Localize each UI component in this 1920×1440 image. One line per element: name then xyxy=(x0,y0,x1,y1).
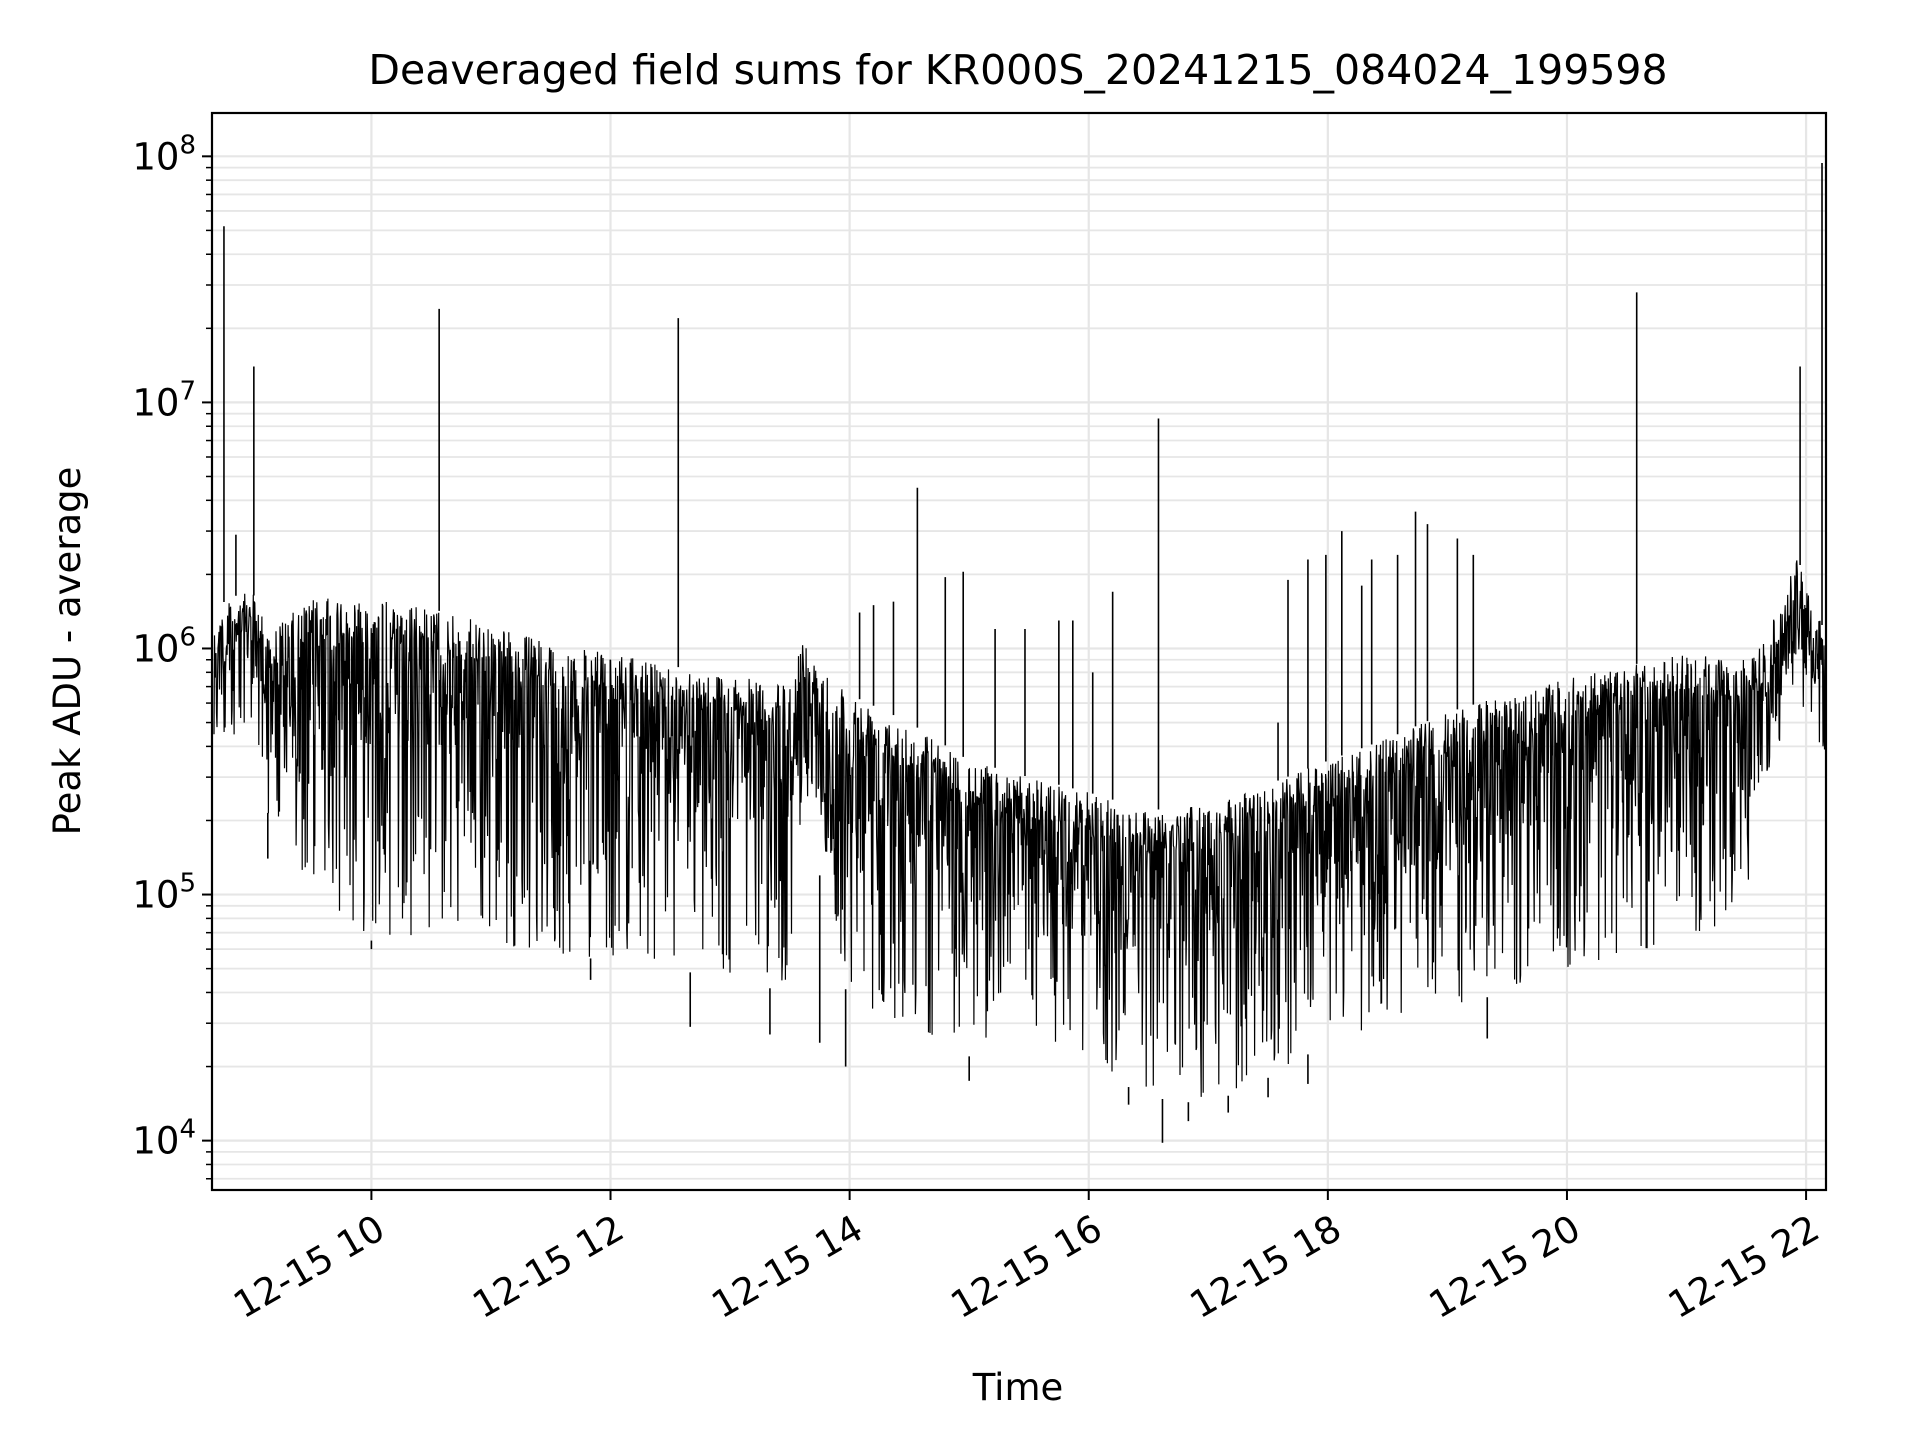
series-trace xyxy=(213,560,1827,1097)
y-tick-label: 104 xyxy=(132,1115,196,1163)
y-tick-base: 10 xyxy=(132,381,179,424)
y-tick-label: 108 xyxy=(132,130,196,178)
y-tick-label: 105 xyxy=(132,869,196,917)
y-tick-exponent: 8 xyxy=(179,130,196,160)
y-tick-exponent: 4 xyxy=(179,1115,196,1145)
y-tick-label: 106 xyxy=(132,622,196,670)
y-axis-label: Peak ADU - average xyxy=(46,467,89,836)
series-layer xyxy=(213,162,1827,1143)
y-tick-base: 10 xyxy=(132,135,179,178)
y-tick-exponent: 5 xyxy=(179,869,196,899)
y-tick-base: 10 xyxy=(132,1120,179,1163)
y-tick-base: 10 xyxy=(132,874,179,917)
y-tick-base: 10 xyxy=(132,627,179,670)
x-axis-label: Time xyxy=(972,1366,1064,1409)
y-tick-exponent: 7 xyxy=(179,376,196,406)
y-tick-label: 107 xyxy=(132,376,196,424)
chart-title: Deaveraged field sums for KR000S_2024121… xyxy=(368,46,1667,94)
plot-frame xyxy=(210,111,1828,1192)
y-tick-exponent: 6 xyxy=(179,622,196,652)
